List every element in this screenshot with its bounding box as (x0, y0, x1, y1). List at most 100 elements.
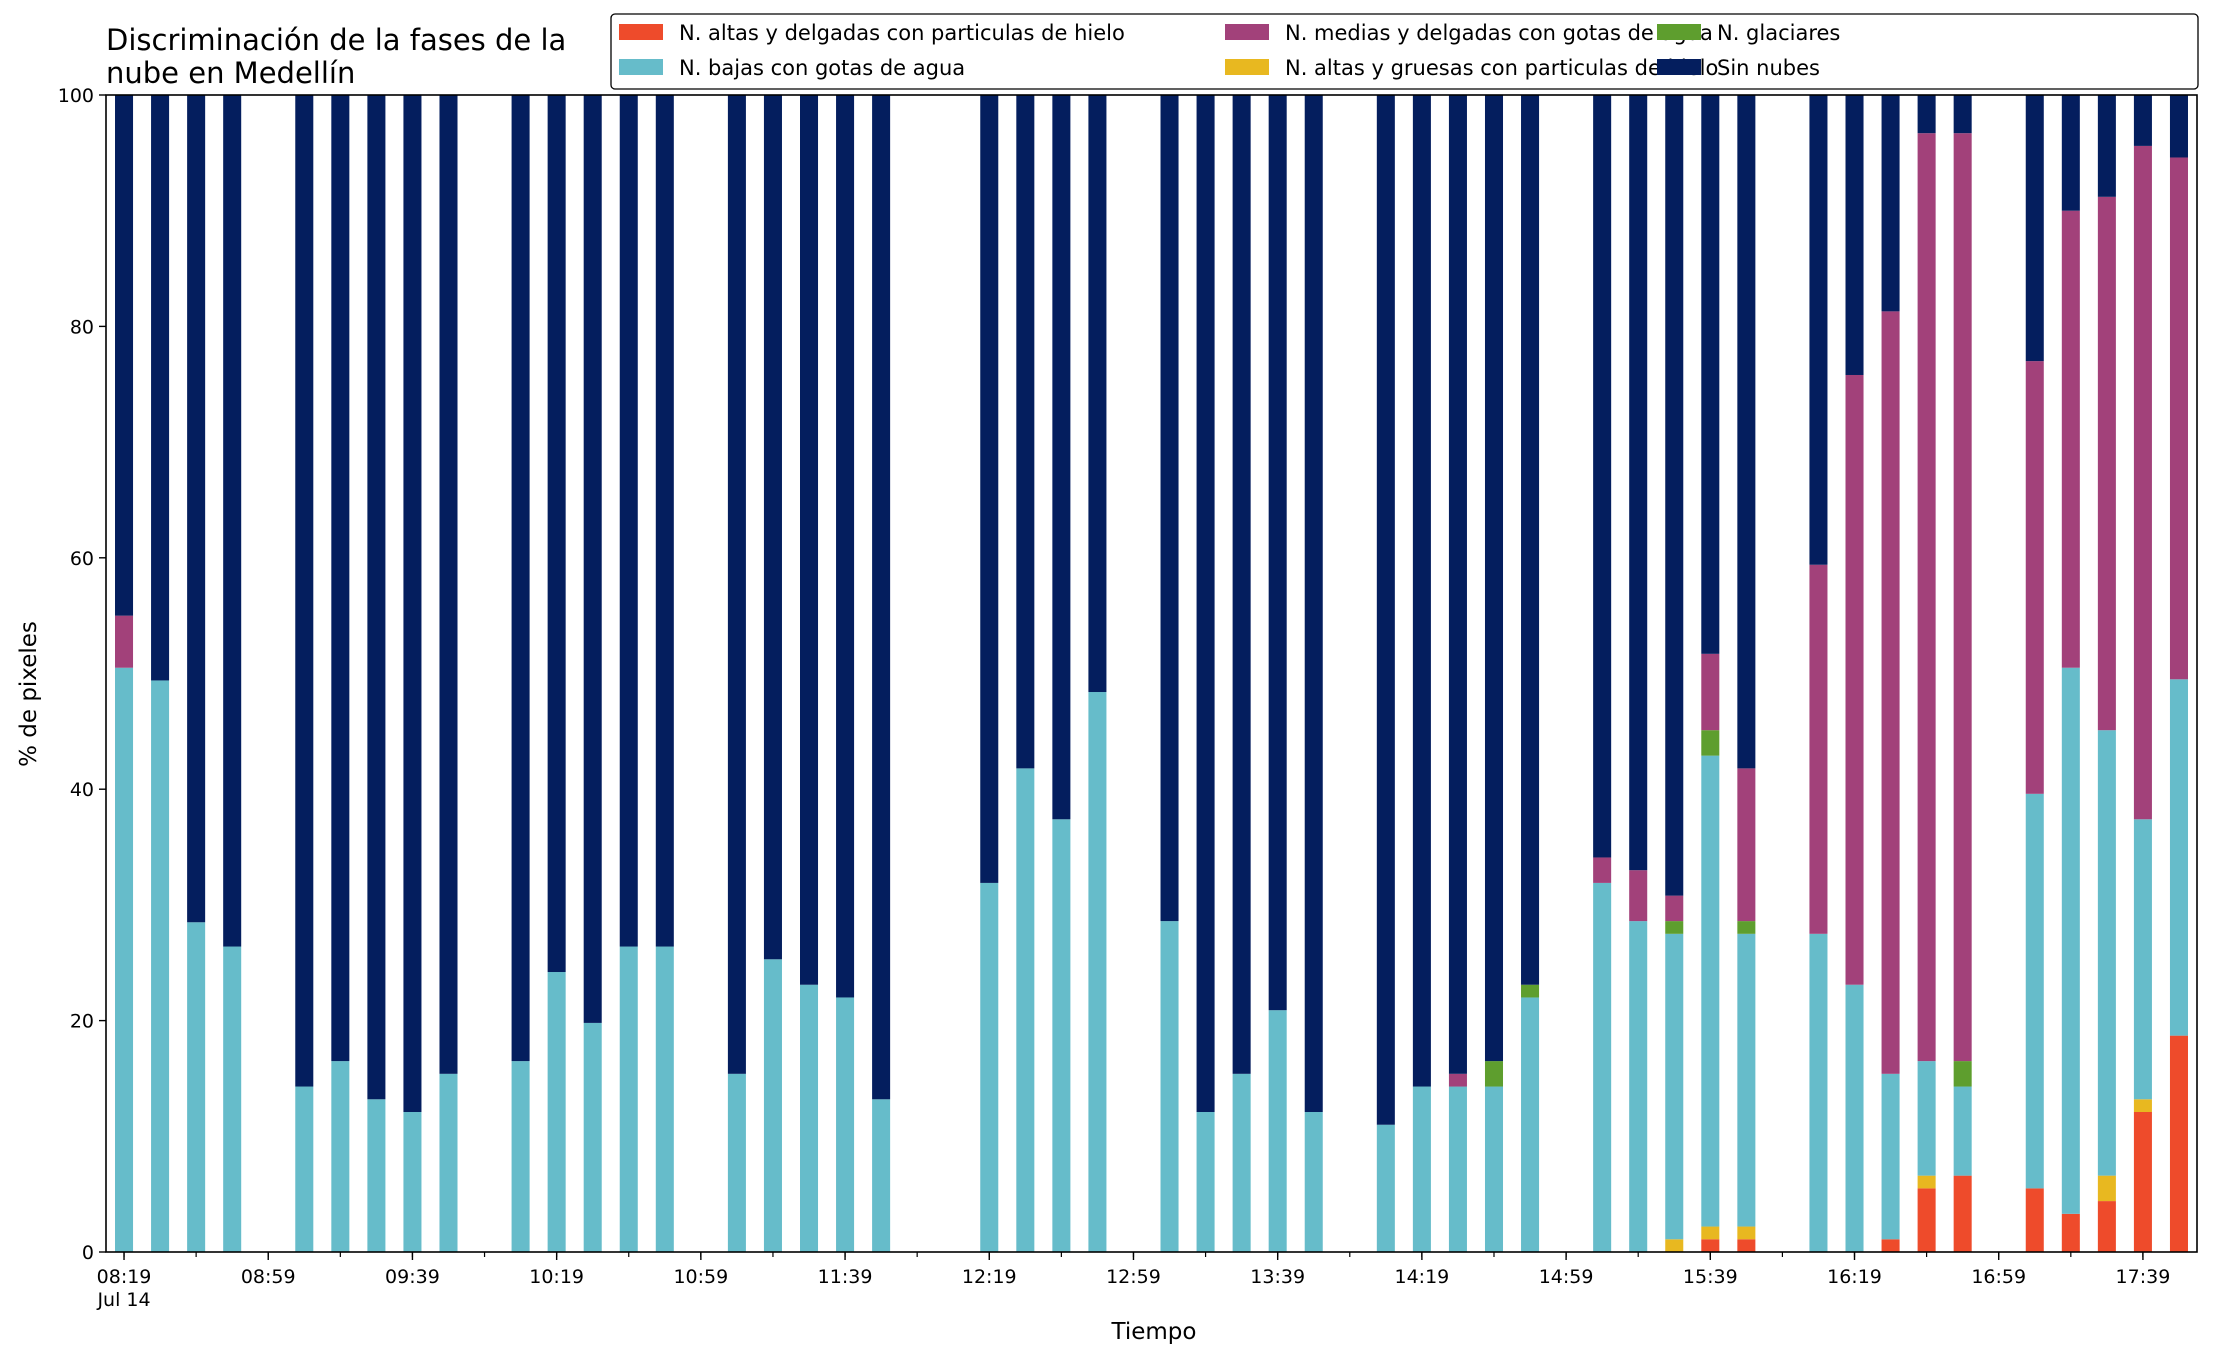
bar-segment (1052, 95, 1071, 820)
legend-swatch (619, 59, 663, 75)
plot-area-frame (105, 94, 2198, 1253)
legend-entry-label: N. altas y delgadas con particulas de hi… (679, 21, 1125, 45)
legend-swatch (1225, 59, 1269, 75)
bar-segment (1412, 1086, 1431, 1252)
y-tick-label: 0 (82, 1242, 94, 1264)
x-tick-label: 09:39 (385, 1266, 440, 1288)
bar-segment (1268, 95, 1287, 1011)
bar-segment (1953, 1061, 1972, 1087)
bar-segment (1016, 95, 1035, 769)
bar-segment (1917, 133, 1936, 1062)
bar-segment (1629, 921, 1648, 1252)
bar-segment (1376, 1124, 1395, 1252)
bar-segment (115, 95, 134, 616)
bar-segment (547, 95, 566, 973)
bar-segment (1881, 95, 1900, 312)
bar-segment (1629, 870, 1648, 922)
bar-segment (2133, 1099, 2152, 1113)
y-axis: 0 20 40 60 80 100 (58, 85, 106, 1264)
bar-segment (367, 95, 386, 1100)
x-axis-label: Tiempo (1111, 1319, 1197, 1345)
bar-segment (1737, 1226, 1756, 1240)
bar-segment (1845, 984, 1864, 1252)
bar-segment (187, 922, 206, 1252)
bar-segment (872, 95, 891, 1100)
bar-segment (1304, 1112, 1323, 1252)
chart-title-line-1: Discriminación de la fases de la (106, 23, 566, 57)
bar-segment (439, 1073, 458, 1252)
bar-segment (2061, 667, 2080, 1214)
legend-swatch (619, 24, 663, 40)
bar-segment (2133, 1112, 2152, 1252)
bar-segment (223, 95, 242, 947)
x-tick-label: 12:19 (962, 1266, 1017, 1288)
bar-segment (1665, 933, 1684, 1240)
bar-segment (2025, 1188, 2044, 1252)
bar-segment (800, 95, 819, 985)
bar-segment (1593, 882, 1612, 1252)
y-tick-label: 100 (58, 85, 94, 107)
bar-segment (1917, 1061, 1936, 1176)
bar-segment (1593, 95, 1612, 858)
bar-segment (980, 882, 999, 1252)
bar-segment (367, 1099, 386, 1252)
bar-segment (1701, 95, 1720, 654)
bar-segment (1088, 95, 1107, 693)
bar-segment (2097, 196, 2116, 731)
y-tick-label: 80 (70, 316, 94, 338)
bar-segment (223, 946, 242, 1252)
bar-segment (583, 1022, 602, 1252)
legend-entry-label: N. bajas con gotas de agua (679, 56, 965, 80)
bar-segment (295, 1086, 314, 1252)
bar-segment (1629, 95, 1648, 871)
bar-segment (115, 667, 134, 1252)
bar-segment (2061, 210, 2080, 668)
x-tick-label: 16:19 (1827, 1266, 1882, 1288)
bar-segment (1448, 1086, 1467, 1252)
bar-segment (1665, 1239, 1684, 1252)
bar-segment (331, 95, 350, 1062)
bar-segment (439, 95, 458, 1074)
bar-segment (295, 95, 314, 1087)
bar-segment (1232, 95, 1251, 1074)
bar-segment (763, 959, 782, 1252)
bar-segment (1881, 1239, 1900, 1252)
x-tick-label: 13:39 (1250, 1266, 1305, 1288)
bar-segment (2025, 793, 2044, 1189)
x-tick-label: 14:19 (1395, 1266, 1450, 1288)
bar-segment (1665, 895, 1684, 922)
bar-segment (1521, 95, 1540, 985)
bar-segment (2097, 1201, 2116, 1252)
bar-segment (1016, 768, 1035, 1252)
bar-segment (1737, 1239, 1756, 1252)
bar-segment (1376, 95, 1395, 1125)
bar-segment (619, 946, 638, 1252)
bar-segment (2097, 1175, 2116, 1202)
bar-segment (1088, 692, 1107, 1252)
bar-segment (151, 680, 170, 1252)
bar-segment (1160, 95, 1179, 922)
bar-segment (1809, 95, 1828, 565)
bar-segment (1809, 933, 1828, 1252)
bar-segment (1845, 95, 1864, 375)
bar-segment (2169, 95, 2188, 158)
bar-segment (511, 1061, 530, 1252)
bar-segment (836, 997, 855, 1252)
bar-segment (583, 95, 602, 1023)
bar-segment (980, 95, 999, 883)
bar-segment (2133, 145, 2152, 820)
bar-segment (151, 95, 170, 681)
x-tick-label: 10:19 (529, 1266, 584, 1288)
bar-segment (2169, 1035, 2188, 1252)
chart-title: Discriminación de la fases de la nube en… (106, 23, 566, 90)
bar-segment (2025, 95, 2044, 362)
x-tick-label: 15:39 (1683, 1266, 1738, 1288)
bar-segment (1484, 1061, 1504, 1087)
bar-segment (727, 95, 746, 1074)
bar-segment (1232, 1073, 1251, 1252)
bar-segment (1917, 95, 1936, 134)
bar-segment (1665, 921, 1684, 934)
bar-segment (1484, 1086, 1504, 1252)
bar-segment (2169, 157, 2188, 680)
